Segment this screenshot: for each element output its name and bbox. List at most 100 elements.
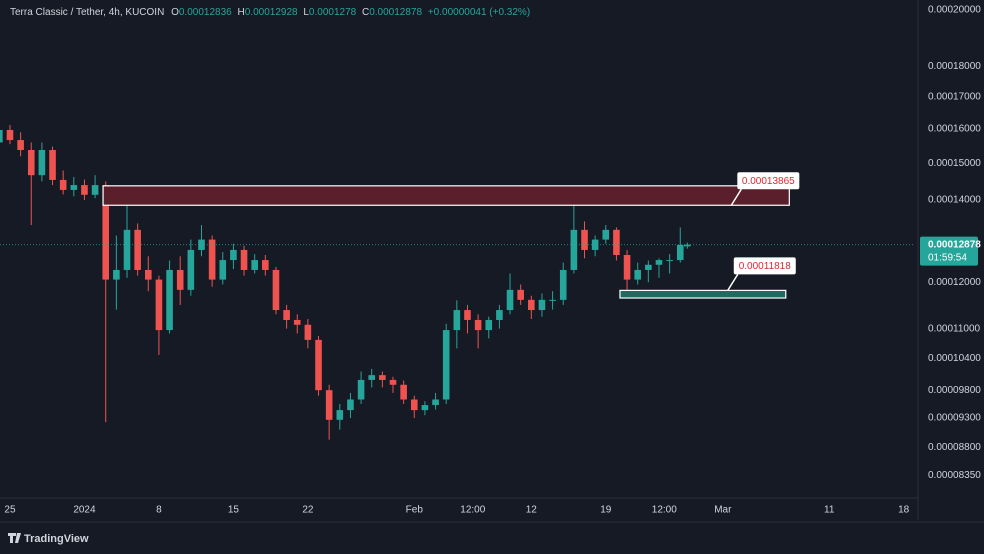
x-tick-label: 11	[824, 505, 835, 516]
ohlc-value: 0.0001278	[309, 7, 357, 18]
candle-body	[219, 260, 227, 280]
candle-body	[283, 310, 290, 320]
candle-body	[379, 375, 386, 380]
candle-body	[357, 379, 365, 400]
candle-body	[528, 299, 535, 311]
ohlc-prefix: H	[238, 7, 245, 18]
candle-body	[666, 260, 673, 262]
candle-body	[123, 229, 131, 270]
y-tick-label: 0.00018000	[928, 61, 981, 72]
candle-body	[293, 319, 301, 325]
x-tick-label: 12:00	[652, 505, 677, 516]
x-tick-label: 18	[898, 505, 910, 516]
candle-body	[59, 179, 67, 190]
y-tick-label: 0.00009800	[928, 385, 981, 396]
y-tick-label: 0.00016000	[928, 124, 981, 135]
candle-body	[400, 384, 407, 400]
y-tick-label: 0.00012000	[928, 277, 981, 288]
candle-body	[645, 264, 652, 270]
ohlc-value: 0.00012928	[245, 7, 298, 18]
y-tick-label: 0.00009300	[928, 413, 981, 424]
candle-body	[570, 229, 578, 270]
candle-body	[176, 269, 184, 290]
candle-body	[634, 269, 642, 280]
candle-body	[251, 260, 258, 270]
candle-body	[272, 269, 280, 311]
candle-body	[368, 375, 376, 380]
candle-body	[474, 319, 482, 331]
candle-body	[262, 260, 269, 270]
callout-box	[737, 172, 800, 190]
candle-body	[464, 310, 471, 320]
candle-body	[315, 339, 322, 391]
candle-body	[517, 289, 524, 300]
candle-body	[134, 229, 141, 270]
candle-body	[421, 405, 429, 411]
candle-body	[581, 229, 588, 250]
candle-body	[453, 310, 461, 331]
candle-body	[347, 399, 354, 411]
x-tick-label: 22	[302, 505, 314, 516]
y-tick-label: 0.00008800	[928, 442, 981, 453]
zone-resistance	[102, 185, 790, 206]
plot-area	[0, 124, 691, 440]
candle-body	[684, 244, 691, 247]
y-tick-label: 0.00015000	[928, 158, 981, 169]
candle-body	[336, 410, 344, 420]
candle-body	[496, 310, 503, 320]
candle-body	[613, 229, 620, 255]
candle-body	[240, 249, 248, 270]
candle-body	[623, 254, 631, 280]
callout-pointer	[727, 273, 739, 291]
brand-logo	[8, 533, 21, 543]
ohlc-value: 0.00012878	[369, 7, 422, 18]
symbol-title: Terra Classic / Tether, 4h, KUCOIN	[10, 7, 164, 18]
brand-name: TradingView	[24, 533, 89, 545]
candle-body	[506, 289, 514, 311]
candle-body	[602, 229, 610, 240]
change: +0.00000041 (+0.32%)	[428, 7, 530, 18]
candle-body	[144, 269, 152, 280]
callout-pointer	[730, 188, 742, 206]
x-tick-label: 2024	[73, 505, 96, 516]
candle-body	[81, 185, 88, 195]
callout-price: 0.00011818	[739, 261, 792, 272]
candle-body	[166, 269, 173, 331]
callout-price: 0.00013865	[742, 176, 795, 187]
brand: TradingView	[8, 533, 89, 545]
candle-body	[113, 269, 120, 280]
y-tick-label: 0.00010400	[928, 353, 981, 364]
candle-body	[27, 150, 35, 176]
candle-body	[538, 299, 546, 311]
candle-body	[676, 244, 684, 261]
candle-body	[410, 399, 418, 411]
candle-body	[187, 249, 195, 290]
candle-body	[70, 185, 78, 190]
candle-body	[91, 185, 99, 195]
y-tick-label: 0.00020000	[928, 5, 981, 16]
ohlc-value: 0.00012836	[179, 7, 232, 18]
candle-body	[389, 379, 397, 385]
callout-box	[733, 257, 796, 275]
candle-body	[304, 324, 312, 340]
candle-body	[155, 279, 163, 331]
candle-body	[549, 299, 556, 301]
zone-support	[619, 289, 787, 299]
countdown: 01:59:54	[928, 252, 967, 263]
legend-line: Terra Classic / Tether, 4h, KUCOIN O0.00…	[10, 7, 530, 18]
x-tick-label: 12	[526, 505, 538, 516]
x-tick-label: 8	[156, 505, 162, 516]
candle-body	[655, 260, 663, 265]
x-tick-label: Feb	[406, 505, 424, 516]
candle-body	[38, 150, 46, 176]
candle-body	[230, 249, 237, 261]
x-tick-label: 12:00	[460, 505, 485, 516]
x-tick-label: 15	[228, 505, 240, 516]
x-tick-label: 19	[600, 505, 612, 516]
y-tick-label: 0.00017000	[928, 91, 981, 102]
x-tick-label: 25	[4, 505, 16, 516]
ohlc-prefix: C	[362, 7, 369, 18]
ohlc-prefix: O	[171, 7, 179, 18]
